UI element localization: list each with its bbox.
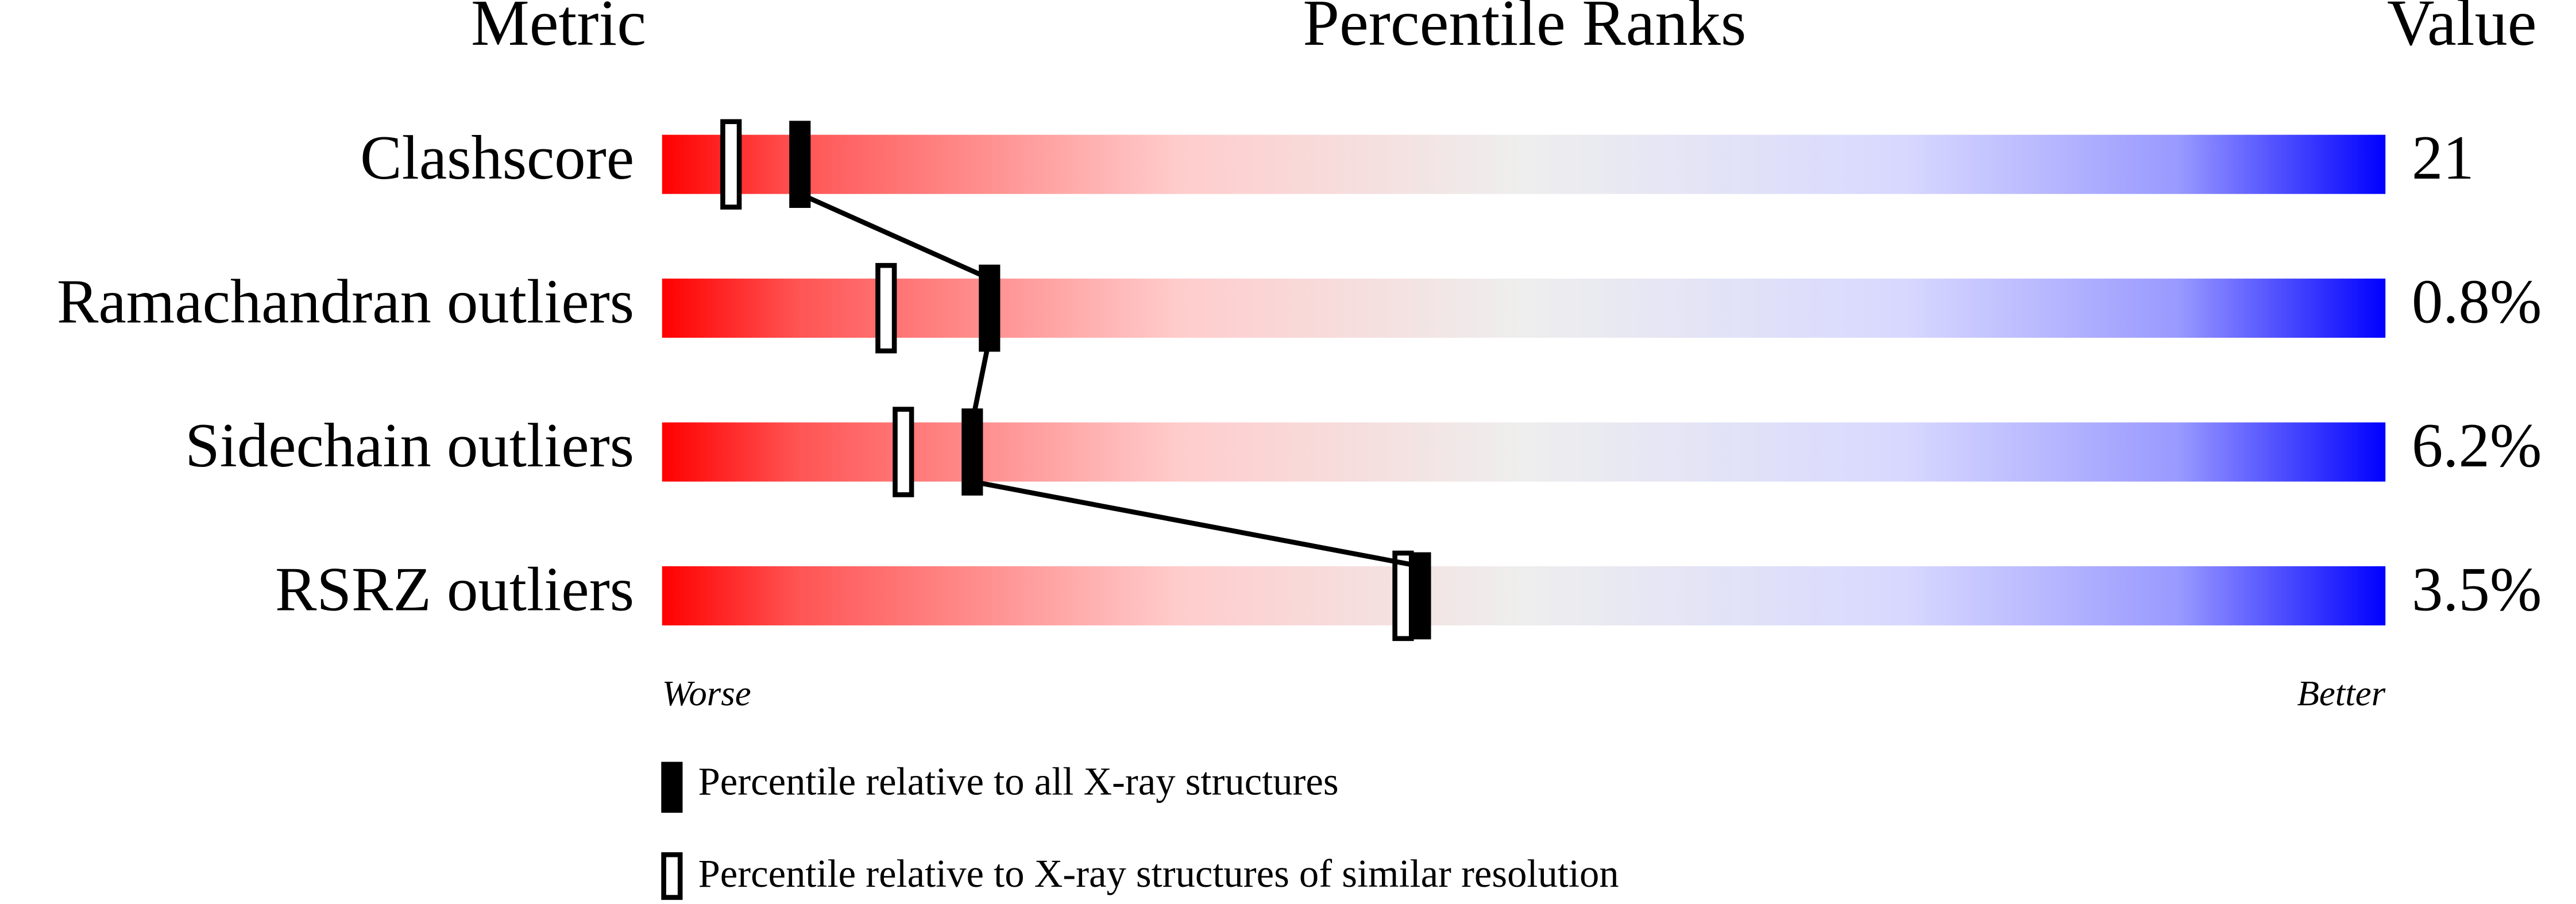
legend-label: Percentile relative to X-ray structures …: [698, 852, 1619, 895]
connector: [972, 479, 1421, 569]
marker-filled: [789, 121, 811, 208]
percentile-bar: [662, 134, 2386, 194]
value-label: 21: [2412, 123, 2474, 192]
percentile-bar: [662, 279, 2386, 338]
marker-open: [720, 119, 742, 210]
marker-filled: [961, 408, 983, 496]
legend-label: Percentile relative to all X-ray structu…: [698, 760, 1339, 803]
legend-swatch: [661, 852, 683, 900]
percentile-bar: [662, 422, 2386, 482]
metric-label: Clashscore: [360, 123, 634, 192]
value-label: 6.2%: [2412, 411, 2542, 480]
percentile-bar: [662, 566, 2386, 625]
value-label: 3.5%: [2412, 554, 2542, 624]
header-value: Value: [2387, 0, 2536, 59]
header-metric: Metric: [471, 0, 646, 59]
metric-label: Ramachandran outliers: [57, 267, 634, 337]
worse-label: Worse: [662, 673, 751, 713]
better-label: Better: [2297, 673, 2385, 713]
marker-open: [875, 262, 897, 354]
value-label: 0.8%: [2412, 267, 2542, 337]
marker-filled: [1409, 552, 1431, 640]
marker-open: [893, 407, 914, 497]
marker-open: [1392, 550, 1414, 642]
header-ranks: Percentile Ranks: [1303, 0, 1746, 59]
marker-filled: [979, 264, 1001, 352]
legend-swatch: [661, 762, 683, 813]
connector: [970, 337, 992, 423]
metric-label: Sidechain outliers: [185, 411, 634, 480]
metric-label: RSRZ outliers: [275, 554, 634, 624]
connector: [799, 191, 991, 281]
